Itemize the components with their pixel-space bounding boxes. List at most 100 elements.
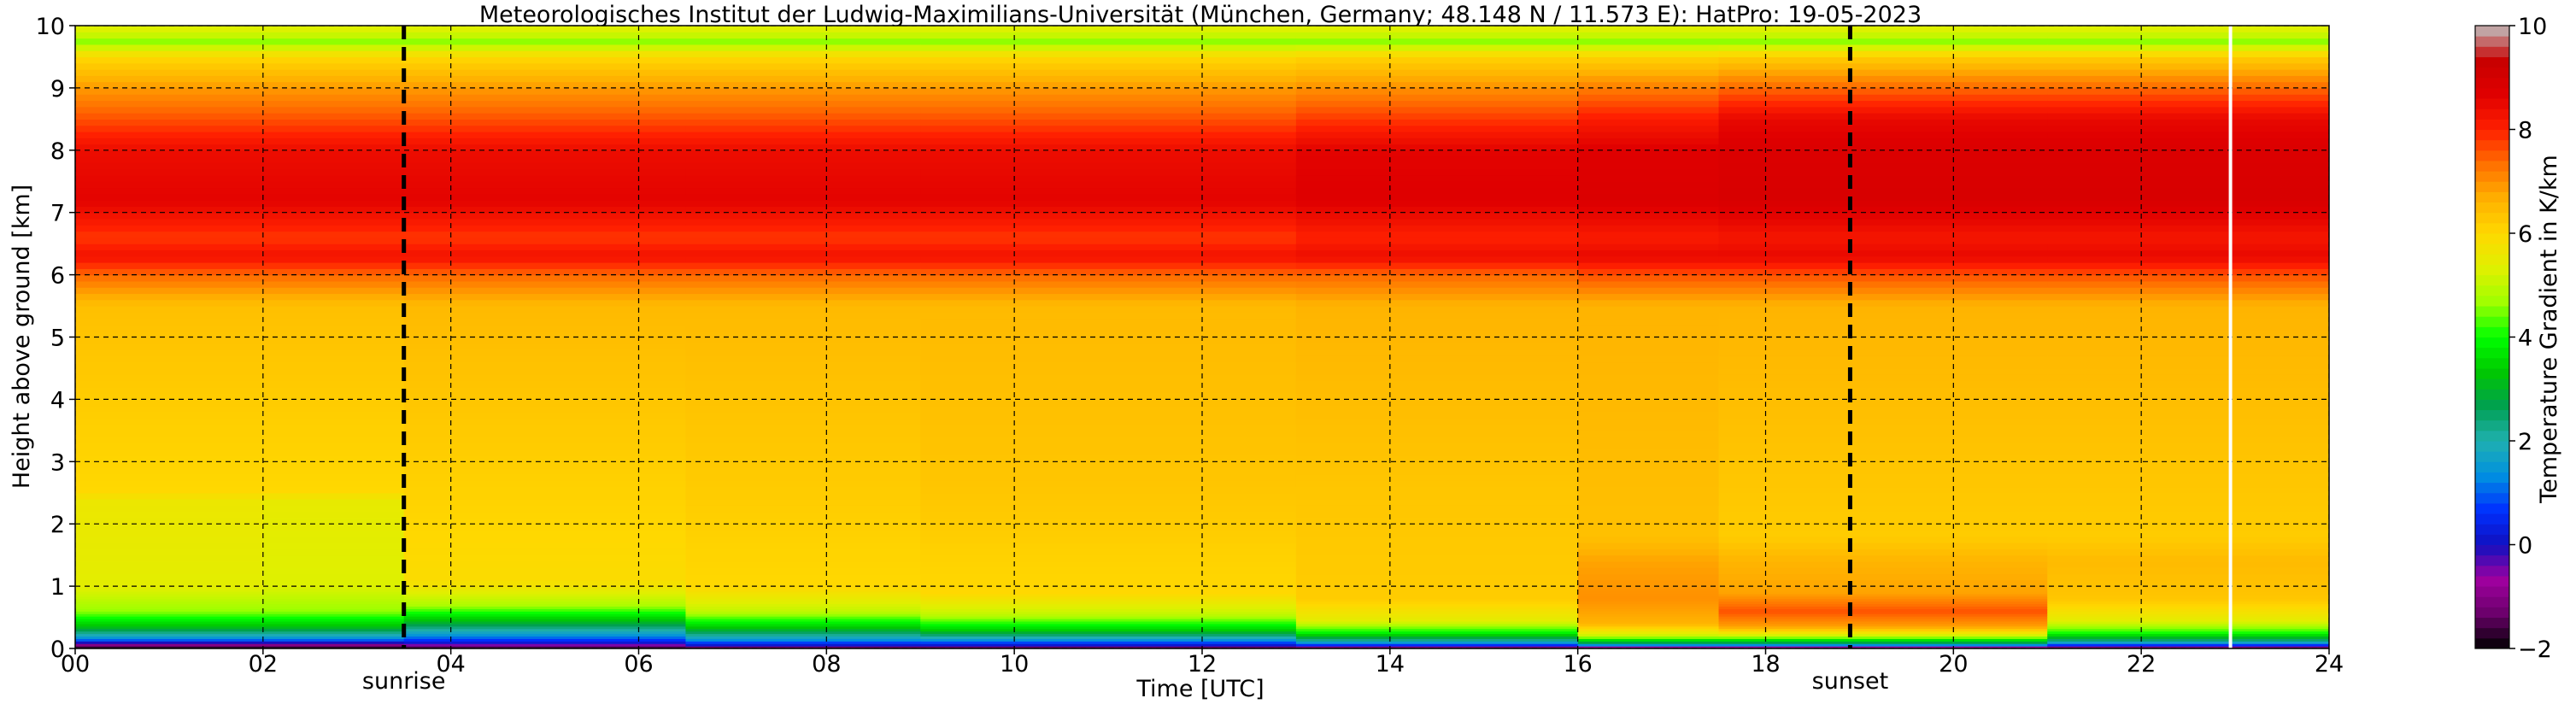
heatmap-cell [75, 50, 264, 58]
heatmap-cell [1295, 492, 1579, 500]
heatmap-cell [1295, 573, 1579, 581]
heatmap-cell [403, 324, 687, 331]
heatmap-cell [1295, 62, 1579, 70]
heatmap-cell [262, 162, 405, 170]
heatmap-cell [1295, 181, 1579, 189]
heatmap-cell [75, 517, 264, 525]
heatmap-cell [403, 44, 687, 51]
heatmap-cell [75, 486, 264, 494]
heatmap-cell [403, 623, 687, 627]
heatmap-cell [1295, 589, 1579, 592]
x-axis-ticks: 00 02 04 06 08 10 12 14 16 18 20 22 24 [61, 648, 2344, 678]
heatmap-cell [1577, 56, 1720, 64]
heatmap-cell [2047, 625, 2329, 630]
heatmap-cell [75, 393, 264, 400]
heatmap-cell [920, 641, 1297, 644]
heatmap-cell [1295, 461, 1579, 469]
heatmap-cell [685, 280, 921, 288]
heatmap-cell [920, 337, 1297, 344]
heatmap-cell [685, 32, 921, 39]
heatmap-cell [1295, 636, 1579, 639]
heatmap-cell [1577, 638, 1720, 642]
heatmap-cell [920, 187, 1297, 195]
heatmap-cell [75, 280, 264, 288]
heatmap-cell [75, 560, 264, 568]
heatmap-cell [75, 449, 264, 456]
heatmap-cell [1295, 299, 1579, 307]
heatmap-cell [2047, 355, 2329, 363]
y-tick-label: 4 [50, 387, 65, 414]
heatmap-cell [920, 554, 1297, 562]
heatmap-cell [685, 524, 921, 531]
heatmap-cell [1577, 589, 1720, 592]
heatmap-cell [2047, 623, 2329, 627]
heatmap-cell [262, 473, 405, 481]
heatmap-cell [685, 106, 921, 114]
heatmap-cell [685, 616, 921, 619]
heatmap-cell [1718, 603, 2048, 607]
heatmap-cell [920, 492, 1297, 500]
heatmap-cell [1718, 62, 2048, 70]
heatmap-cell [1577, 50, 1720, 58]
heatmap-cell [1577, 606, 1720, 609]
colorbar-segment [2475, 565, 2509, 577]
heatmap-cell [403, 144, 687, 151]
heatmap-cell [1718, 473, 2048, 481]
heatmap-cell [1295, 619, 1579, 622]
heatmap-cell [920, 299, 1297, 307]
heatmap-cell [1577, 138, 1720, 145]
heatmap-cell [2047, 113, 2329, 120]
heatmap-cell [1577, 318, 1720, 326]
heatmap-cell [403, 620, 687, 625]
heatmap-cell [685, 343, 921, 350]
heatmap-cell [1718, 331, 2048, 338]
heatmap-cell [1295, 616, 1579, 619]
heatmap-cell [262, 399, 405, 407]
heatmap-cell [262, 449, 405, 456]
heatmap-cell [403, 505, 687, 513]
colorbar-segment [2475, 596, 2509, 607]
heatmap-cell [1577, 549, 1720, 556]
heatmap-cell [2047, 168, 2329, 176]
heatmap-cell [1718, 206, 2048, 214]
heatmap-cell [75, 424, 264, 431]
heatmap-cell [1577, 492, 1720, 500]
heatmap-cell [1718, 606, 2048, 609]
heatmap-cell [75, 511, 264, 519]
heatmap-cell [75, 643, 264, 647]
heatmap-cell [262, 625, 405, 630]
heatmap-cell [403, 100, 687, 108]
heatmap-cell [920, 625, 1297, 630]
heatmap-cell [2047, 543, 2329, 549]
colorbar-segment [2475, 607, 2509, 619]
heatmap-cell [262, 620, 405, 625]
heatmap-cell [2047, 218, 2329, 226]
heatmap-cell [2047, 162, 2329, 170]
heatmap-cell [1718, 131, 2048, 138]
heatmap-cell [262, 499, 405, 506]
heatmap-cell [1577, 449, 1720, 456]
heatmap-cell [920, 262, 1297, 269]
heatmap-cell [262, 443, 405, 450]
heatmap-cell [262, 280, 405, 288]
colorbar-segment [2475, 554, 2509, 566]
heatmap-cell [75, 200, 264, 208]
colorbar-segment [2475, 36, 2509, 47]
heatmap-cell [403, 125, 687, 132]
heatmap-cell [685, 613, 921, 617]
heatmap-cell [1295, 231, 1579, 238]
heatmap-cell [1295, 94, 1579, 102]
heatmap-cell [75, 243, 264, 251]
heatmap-cell [403, 608, 687, 612]
heatmap-cell [685, 262, 921, 269]
heatmap-cell [920, 480, 1297, 488]
x-tick-label: 24 [2315, 651, 2344, 678]
heatmap-cell [75, 411, 264, 419]
heatmap-cell [1295, 193, 1579, 201]
heatmap-cell [403, 573, 687, 581]
heatmap-cell [75, 554, 264, 562]
heatmap-cell [1577, 631, 1720, 635]
heatmap-cell [403, 405, 687, 413]
heatmap-cell [2047, 505, 2329, 513]
heatmap-cell [685, 461, 921, 469]
